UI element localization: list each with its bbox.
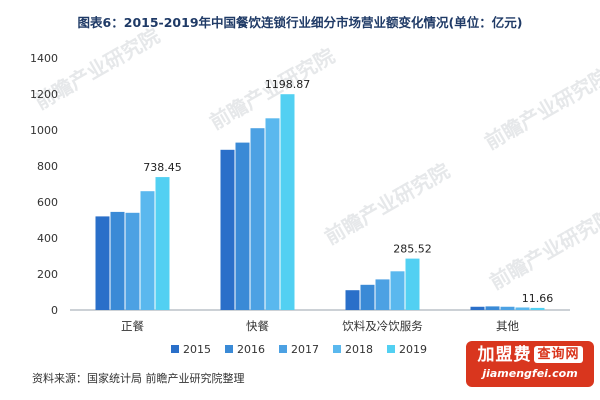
bar-2016 (485, 306, 500, 310)
chart-title: 图表6：2015-2019年中国餐饮连锁行业细分市场营业额变化情况(单位：亿元) (77, 15, 523, 30)
y-tick-label: 600 (37, 196, 58, 209)
bar-2019 (530, 307, 545, 310)
legend-swatch (171, 345, 179, 353)
watermark-text: 前瞻产业研究院 (486, 204, 600, 295)
data-label: 11.66 (522, 292, 554, 305)
y-tick-label: 400 (37, 232, 58, 245)
bar-2019 (155, 177, 170, 310)
legend-label: 2016 (237, 343, 265, 356)
watermark-text: 前瞻产业研究院 (321, 159, 454, 250)
bar-2017 (375, 279, 390, 310)
data-label: 738.45 (143, 161, 182, 174)
bar-2017 (250, 128, 265, 310)
legend-swatch (279, 345, 287, 353)
bar-2015 (220, 149, 235, 310)
y-tick-label: 200 (37, 268, 58, 281)
badge-tag: 查询网 (534, 346, 583, 363)
bar-2019 (405, 258, 420, 310)
legend-label: 2015 (183, 343, 211, 356)
source-note: 资料来源：国家统计局 前瞻产业研究院整理 (32, 372, 245, 385)
y-tick-label: 800 (37, 160, 58, 173)
y-axis: 0 200 400 600 800 1000 1200 1400 (30, 52, 58, 317)
y-tick-label: 1200 (30, 88, 58, 101)
bar-2016 (235, 142, 250, 310)
bar-2018 (265, 118, 280, 310)
legend-label: 2017 (291, 343, 319, 356)
bar-2017 (125, 212, 140, 310)
bar-2015 (470, 306, 485, 310)
x-tick-label: 其他 (496, 319, 519, 333)
bar-2018 (140, 191, 155, 310)
badge-title: 加盟费 查询网 (466, 345, 594, 365)
data-label: 1198.87 (265, 78, 311, 91)
legend: 2015 2016 2017 2018 2019 (171, 343, 427, 356)
x-tick-label: 饮料及冷饮服务 (342, 319, 423, 333)
bar-2015 (345, 290, 360, 310)
y-tick-label: 1000 (30, 124, 58, 137)
legend-swatch (333, 345, 341, 353)
legend-swatch (225, 345, 233, 353)
data-labels-layer: 738.45 1198.87 285.52 11.66 (143, 78, 553, 305)
badge-url: jiamengfei.com (482, 367, 578, 380)
bar-2017 (500, 306, 515, 310)
y-tick-label: 1400 (30, 52, 58, 65)
bar-2015 (95, 216, 110, 310)
bar-2016 (110, 211, 125, 310)
bar-2016 (360, 284, 375, 310)
bars-layer (95, 94, 545, 310)
site-badge: 加盟费 查询网 jiamengfei.com (466, 341, 594, 387)
x-axis: 正餐 快餐 饮料及冷饮服务 其他 (121, 319, 519, 333)
x-tick-label: 正餐 (121, 319, 144, 333)
watermark-text: 前瞻产业研究院 (481, 64, 600, 155)
legend-label: 2019 (399, 343, 427, 356)
y-tick-label: 0 (51, 304, 58, 317)
data-label: 285.52 (393, 243, 432, 256)
bar-2018 (515, 307, 530, 310)
bar-2018 (390, 271, 405, 310)
legend-label: 2018 (345, 343, 373, 356)
x-tick-label: 快餐 (246, 319, 269, 333)
badge-main-text: 加盟费 (477, 345, 532, 365)
bar-2019 (280, 94, 295, 310)
legend-swatch (387, 345, 395, 353)
